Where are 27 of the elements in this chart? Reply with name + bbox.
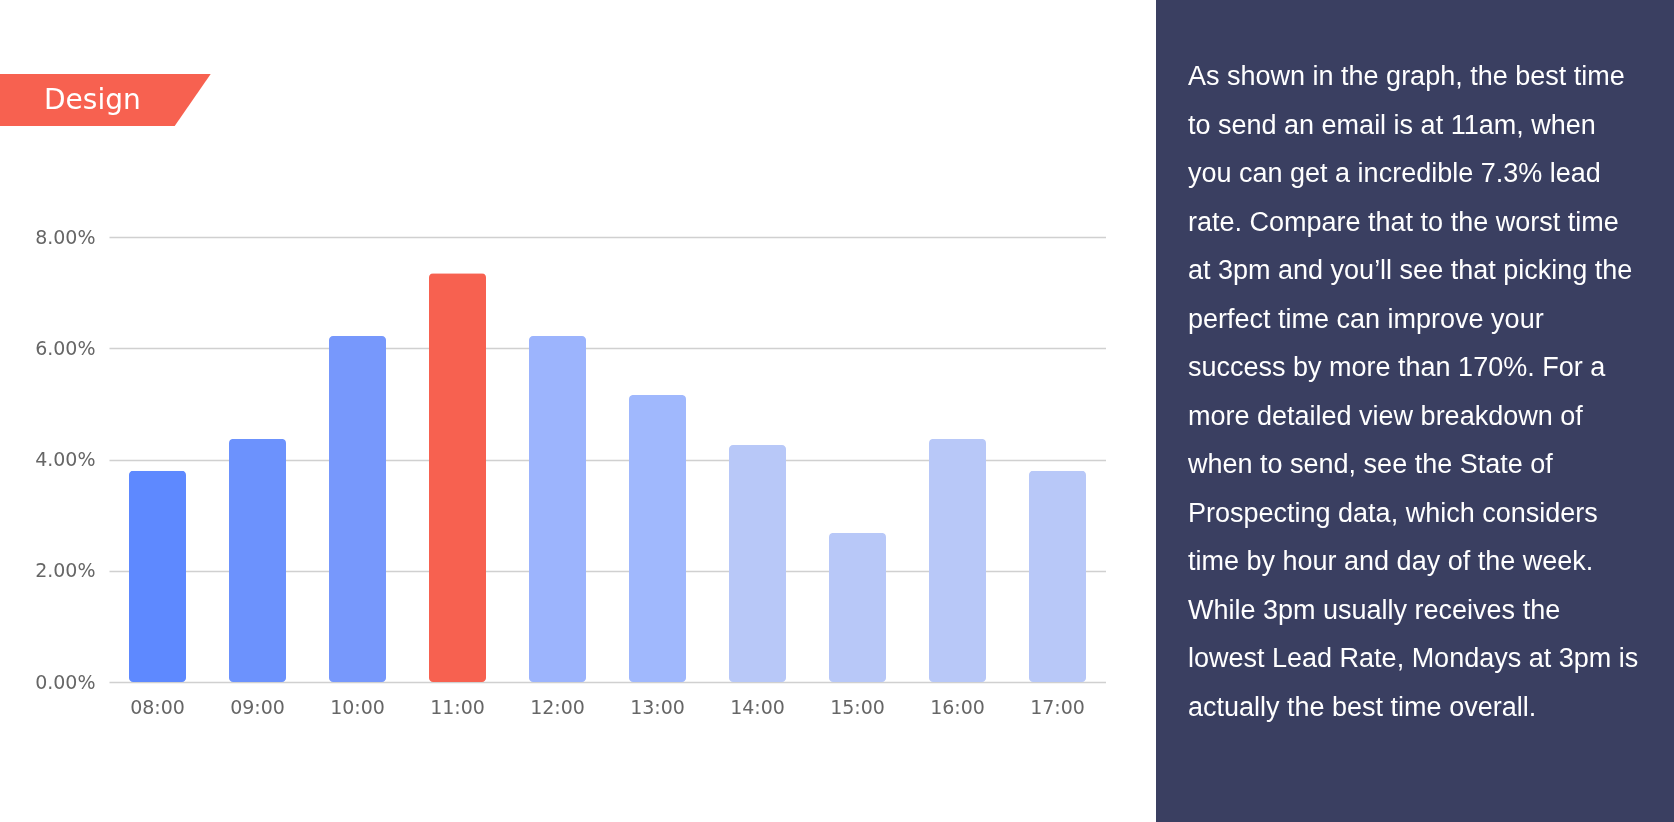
x-tick-label: 13:00 [630,695,685,718]
bar [329,336,386,682]
y-tick-label: 0.00% [35,670,96,693]
y-tick-label: 6.00% [35,336,96,359]
bar [529,336,586,682]
y-tick-label: 2.00% [35,559,96,582]
bar [229,438,286,682]
bar [729,445,786,682]
y-tick-label: 4.00% [35,448,96,470]
x-tick-label: 10:00 [330,695,385,718]
bar [629,394,686,682]
x-tick-label: 08:00 [130,695,185,718]
x-tick-label: 14:00 [730,695,785,718]
x-tick-label: 09:00 [230,695,285,718]
x-tick-label: 15:00 [830,695,885,718]
text: As shown in the graph, the best time to send an email is at 11am, when you can get a incredible 7.3% lead rate. Compare that to the worst time at 3pm and you’ll see that picking the perfect time can improve your success by more than 170%. For a more detailed view breakdown of when to send, see the State of Prospecting data, which considers time by hour and day of the week. While 3pm usually receives the lowest Lead Rate, Mondays at 3pm is actually the best time overall. [1188,61,1639,722]
bar [429,273,486,682]
x-tick-label: 12:00 [530,695,585,718]
bar [1029,470,1086,682]
chart-title: Design [0,74,211,126]
bar [929,438,986,682]
bar [829,532,886,682]
y-tick-label: 8.00% [35,225,96,248]
x-tick-label: 17:00 [1030,695,1085,718]
bar [129,470,186,682]
x-tick-label: 11:00 [430,695,485,718]
x-tick-label: 16:00 [930,695,985,718]
